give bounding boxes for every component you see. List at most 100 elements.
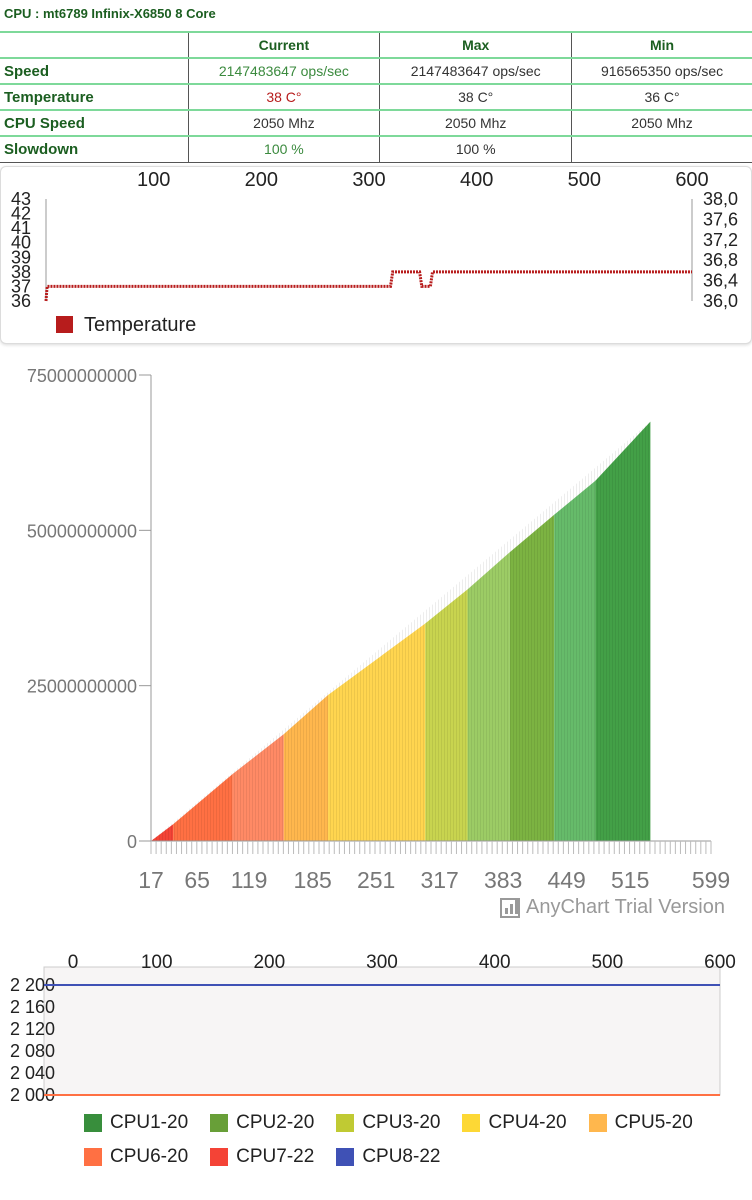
y-right-tick-label: 37,2 bbox=[703, 230, 738, 250]
plot-background bbox=[43, 966, 721, 1096]
y-tick-label: 2 160 bbox=[10, 997, 55, 1017]
x-tick-label: 449 bbox=[547, 867, 585, 893]
legend-swatch bbox=[210, 1148, 229, 1166]
y-tick-label: 25000000000 bbox=[27, 677, 137, 697]
y-tick-label: 50000000000 bbox=[27, 521, 137, 541]
x-tick-label: 383 bbox=[484, 867, 522, 893]
y-left-tick-label: 42 bbox=[11, 204, 31, 224]
cpu-legend: CPU1-20 CPU2-20 CPU3-20 CPU4-20 CPU5-20 CPU6-… bbox=[84, 1112, 724, 1168]
min-value: 36 C° bbox=[571, 83, 752, 111]
x-tick-label: 500 bbox=[568, 169, 601, 191]
y-right-tick-label: 36,0 bbox=[703, 291, 738, 311]
current-value: 100 % bbox=[187, 135, 381, 163]
y-left-tick-label: 37 bbox=[11, 276, 31, 296]
y-left-tick-label: 36 bbox=[11, 291, 31, 311]
y-right-tick-label: 36,4 bbox=[703, 271, 738, 291]
table-header-row: Current Max Min bbox=[0, 31, 752, 59]
row-label: Slowdown bbox=[0, 135, 189, 163]
legend-swatch bbox=[462, 1114, 481, 1132]
legend-label: CPU5-20 bbox=[614, 1112, 693, 1133]
x-tick-label: 100 bbox=[141, 952, 173, 973]
max-value: 2147483647 ops/sec bbox=[379, 57, 573, 85]
x-tick-label: 119 bbox=[231, 867, 268, 893]
legend-label: CPU1-20 bbox=[110, 1112, 189, 1133]
table-header-empty bbox=[0, 31, 189, 59]
current-value: 2147483647 ops/sec bbox=[187, 57, 381, 85]
legend-label: CPU6-20 bbox=[110, 1146, 189, 1167]
x-tick-label: 400 bbox=[460, 169, 493, 191]
row-label: Temperature bbox=[0, 83, 189, 111]
table-header-current: Current bbox=[187, 31, 381, 59]
x-tick-label: 300 bbox=[366, 952, 398, 973]
x-tick-label: 515 bbox=[611, 867, 649, 893]
watermark-text: AnyChart Trial Version bbox=[526, 896, 725, 918]
legend-item[interactable]: CPU5-20 bbox=[588, 1112, 693, 1134]
chart-logo-icon bbox=[500, 897, 520, 918]
x-tick-label: 599 bbox=[692, 867, 730, 893]
x-tick-label: 65 bbox=[184, 867, 210, 893]
legend-item[interactable]: CPU4-20 bbox=[462, 1112, 567, 1134]
legend-label: CPU7-22 bbox=[236, 1146, 315, 1167]
min-value: 916565350 ops/sec bbox=[571, 57, 752, 85]
cpu-title: CPU : mt6789 Infinix-X6850 8 Core bbox=[4, 6, 216, 21]
legend-label-temperature: Temperature bbox=[84, 314, 196, 336]
max-value: 2050 Mhz bbox=[379, 109, 573, 137]
legend-swatch bbox=[210, 1114, 229, 1132]
x-tick-label: 200 bbox=[245, 169, 278, 191]
y-left-tick-label: 40 bbox=[11, 233, 31, 253]
y-left-tick-label: 38 bbox=[11, 262, 31, 282]
current-value: 38 C° bbox=[187, 83, 381, 111]
x-tick-label: 500 bbox=[591, 952, 623, 973]
cpu-info-table: Current Max Min Speed 2147483647 ops/sec… bbox=[0, 31, 752, 163]
area-texture bbox=[151, 421, 651, 841]
temperature-series-line bbox=[44, 270, 692, 302]
y-right-tick-label: 36,8 bbox=[703, 250, 738, 270]
x-tick-label: 251 bbox=[357, 867, 395, 893]
temperature-chart: 100 200 300 400 500 600363738394041424336,036… bbox=[11, 169, 738, 336]
table-row: Slowdown 100 % 100 % bbox=[0, 135, 752, 163]
legend-item[interactable]: CPU7-22 bbox=[210, 1146, 314, 1168]
y-left-tick-label: 41 bbox=[11, 218, 31, 238]
legend-swatch bbox=[84, 1148, 102, 1166]
x-tick-label: 317 bbox=[420, 867, 458, 893]
max-value: 100 % bbox=[379, 135, 573, 163]
legend-item[interactable]: CPU6-20 bbox=[84, 1146, 188, 1168]
legend-item[interactable]: CPU2-20 bbox=[210, 1112, 314, 1134]
y-right-tick-label: 38,0 bbox=[703, 189, 738, 209]
x-tick-label: 17 bbox=[138, 867, 164, 893]
y-tick-label: 2 120 bbox=[10, 1019, 55, 1039]
table-row: Speed 2147483647 ops/sec 2147483647 ops/… bbox=[0, 57, 752, 85]
y-tick-label: 2 040 bbox=[10, 1063, 55, 1083]
legend-item[interactable]: CPU3-20 bbox=[336, 1112, 440, 1134]
row-label: CPU Speed bbox=[0, 109, 189, 137]
y-tick-label: 2 200 bbox=[10, 975, 55, 995]
legend-label: CPU4-20 bbox=[488, 1112, 567, 1133]
min-value: 2050 Mhz bbox=[571, 109, 752, 137]
y-left-tick-label: 39 bbox=[11, 247, 31, 267]
legend-item[interactable]: CPU8-22 bbox=[336, 1146, 440, 1168]
y-right-tick-label: 37,6 bbox=[703, 209, 738, 229]
legend-item[interactable]: CPU1-20 bbox=[84, 1112, 188, 1134]
y-tick-label: 75000000000 bbox=[27, 366, 137, 386]
table-row: CPU Speed 2050 Mhz 2050 Mhz 2050 Mhz bbox=[0, 109, 752, 137]
y-tick-label: 2 080 bbox=[10, 1041, 55, 1061]
temperature-chart-card: 100 200 300 400 500 600 36 37 38 39 40 41 42 43 36,0 36… bbox=[0, 166, 752, 344]
legend-label: CPU3-20 bbox=[362, 1112, 441, 1133]
x-tick-label: 185 bbox=[293, 867, 331, 893]
ops-area-chart: 0 25000000000 50000000000 75000000000 17 65 11… bbox=[27, 366, 730, 893]
x-tick-label: 100 bbox=[137, 169, 170, 191]
legend-swatch-temperature bbox=[56, 316, 73, 333]
legend-swatch bbox=[336, 1114, 355, 1132]
legend-swatch bbox=[588, 1114, 607, 1132]
min-value bbox=[571, 135, 752, 163]
table-row: Temperature 38 C° 38 C° 36 C° bbox=[0, 83, 752, 111]
cpu-frequency-chart-card: 0 100 200 300 400 500 600 2 000 2 040 2 080 2 120 2… bbox=[0, 945, 752, 1200]
x-tick-label: 400 bbox=[479, 952, 511, 973]
anychart-watermark[interactable]: AnyChart Trial Version bbox=[500, 896, 725, 919]
legend-swatch bbox=[84, 1114, 102, 1132]
x-tick-label: 600 bbox=[675, 169, 708, 191]
y-tick-label: 0 bbox=[127, 832, 137, 852]
row-label: Speed bbox=[0, 57, 189, 85]
